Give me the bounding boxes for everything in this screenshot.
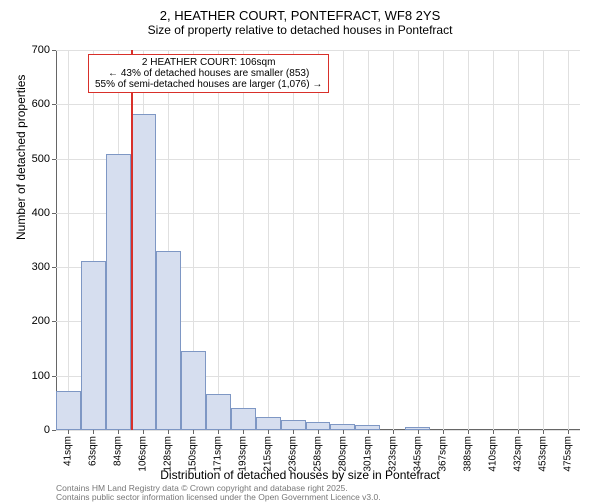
xtick-mark: [368, 430, 369, 434]
xtick-label: 258sqm: [313, 436, 324, 472]
y-axis-label: Number of detached properties: [14, 75, 28, 240]
xtick-mark: [68, 430, 69, 434]
histogram-bar: [231, 408, 256, 430]
chart-title: 2, HEATHER COURT, PONTEFRACT, WF8 2YS: [0, 0, 600, 23]
xtick-mark: [568, 430, 569, 434]
xtick-label: 215sqm: [263, 436, 274, 472]
gridline-v: [543, 50, 544, 430]
xtick-mark: [93, 430, 94, 434]
xtick-label: 345sqm: [412, 436, 423, 472]
xtick-label: 410sqm: [487, 436, 498, 472]
xtick-label: 453sqm: [537, 436, 548, 472]
xtick-mark: [543, 430, 544, 434]
xtick-label: 84sqm: [113, 436, 124, 466]
xtick-label: 41sqm: [63, 436, 74, 466]
xtick-label: 367sqm: [437, 436, 448, 472]
gridline-v: [368, 50, 369, 430]
gridline-v: [393, 50, 394, 430]
annotation-line: 2 HEATHER COURT: 106sqm: [95, 57, 322, 68]
histogram-bar: [181, 351, 206, 430]
histogram-bar: [56, 391, 81, 430]
gridline-v: [318, 50, 319, 430]
gridline-v: [68, 50, 69, 430]
gridline-v: [293, 50, 294, 430]
ytick-label: 300: [32, 261, 56, 273]
xtick-mark: [468, 430, 469, 434]
ytick-label: 400: [32, 207, 56, 219]
ytick-label: 200: [32, 315, 56, 327]
xtick-label: 301sqm: [362, 436, 373, 472]
gridline-v: [518, 50, 519, 430]
gridline-v: [243, 50, 244, 430]
footer-line-2: Contains public sector information licen…: [56, 493, 381, 502]
xtick-mark: [393, 430, 394, 434]
xtick-mark: [168, 430, 169, 434]
xtick-label: 323sqm: [387, 436, 398, 472]
annotation-line: ← 43% of detached houses are smaller (85…: [95, 68, 322, 79]
histogram-bar: [206, 394, 231, 430]
xtick-label: 193sqm: [238, 436, 249, 472]
xtick-mark: [518, 430, 519, 434]
xtick-label: 236sqm: [288, 436, 299, 472]
xtick-label: 171sqm: [213, 436, 224, 472]
y-axis: [56, 50, 57, 430]
xtick-label: 150sqm: [188, 436, 199, 472]
gridline-v: [493, 50, 494, 430]
plot-area: 010020030040050060070041sqm63sqm84sqm106…: [56, 50, 580, 430]
xtick-mark: [443, 430, 444, 434]
histogram-bar: [81, 261, 106, 430]
gridline-v: [568, 50, 569, 430]
gridline-v: [443, 50, 444, 430]
xtick-label: 63sqm: [88, 436, 99, 466]
x-axis-label: Distribution of detached houses by size …: [0, 468, 600, 482]
xtick-mark: [193, 430, 194, 434]
gridline-v: [343, 50, 344, 430]
xtick-mark: [293, 430, 294, 434]
ytick-label: 100: [32, 370, 56, 382]
gridline-v: [218, 50, 219, 430]
gridline-v: [268, 50, 269, 430]
gridline-v: [418, 50, 419, 430]
xtick-label: 388sqm: [462, 436, 473, 472]
property-marker-line: [131, 50, 133, 430]
ytick-label: 600: [32, 98, 56, 110]
ytick-label: 500: [32, 153, 56, 165]
annotation-box: 2 HEATHER COURT: 106sqm← 43% of detached…: [88, 54, 329, 93]
annotation-line: 55% of semi-detached houses are larger (…: [95, 79, 322, 90]
xtick-mark: [143, 430, 144, 434]
chart-subtitle: Size of property relative to detached ho…: [0, 23, 600, 43]
ytick-label: 0: [44, 424, 56, 436]
gridline-v: [468, 50, 469, 430]
histogram-bar: [281, 420, 306, 430]
xtick-label: 106sqm: [138, 436, 149, 472]
xtick-mark: [343, 430, 344, 434]
histogram-bar: [256, 417, 281, 430]
histogram-bar: [156, 251, 181, 430]
xtick-mark: [218, 430, 219, 434]
chart-container: 010020030040050060070041sqm63sqm84sqm106…: [56, 50, 580, 430]
xtick-mark: [118, 430, 119, 434]
xtick-label: 280sqm: [337, 436, 348, 472]
xtick-mark: [493, 430, 494, 434]
xtick-mark: [418, 430, 419, 434]
ytick-label: 700: [32, 44, 56, 56]
xtick-mark: [318, 430, 319, 434]
footer-attribution: Contains HM Land Registry data © Crown c…: [56, 484, 381, 498]
histogram-bar: [106, 154, 131, 430]
histogram-bar: [306, 422, 331, 430]
histogram-bar: [131, 114, 156, 430]
xtick-label: 475sqm: [562, 436, 573, 472]
xtick-mark: [243, 430, 244, 434]
xtick-mark: [268, 430, 269, 434]
xtick-label: 128sqm: [163, 436, 174, 472]
xtick-label: 432sqm: [512, 436, 523, 472]
